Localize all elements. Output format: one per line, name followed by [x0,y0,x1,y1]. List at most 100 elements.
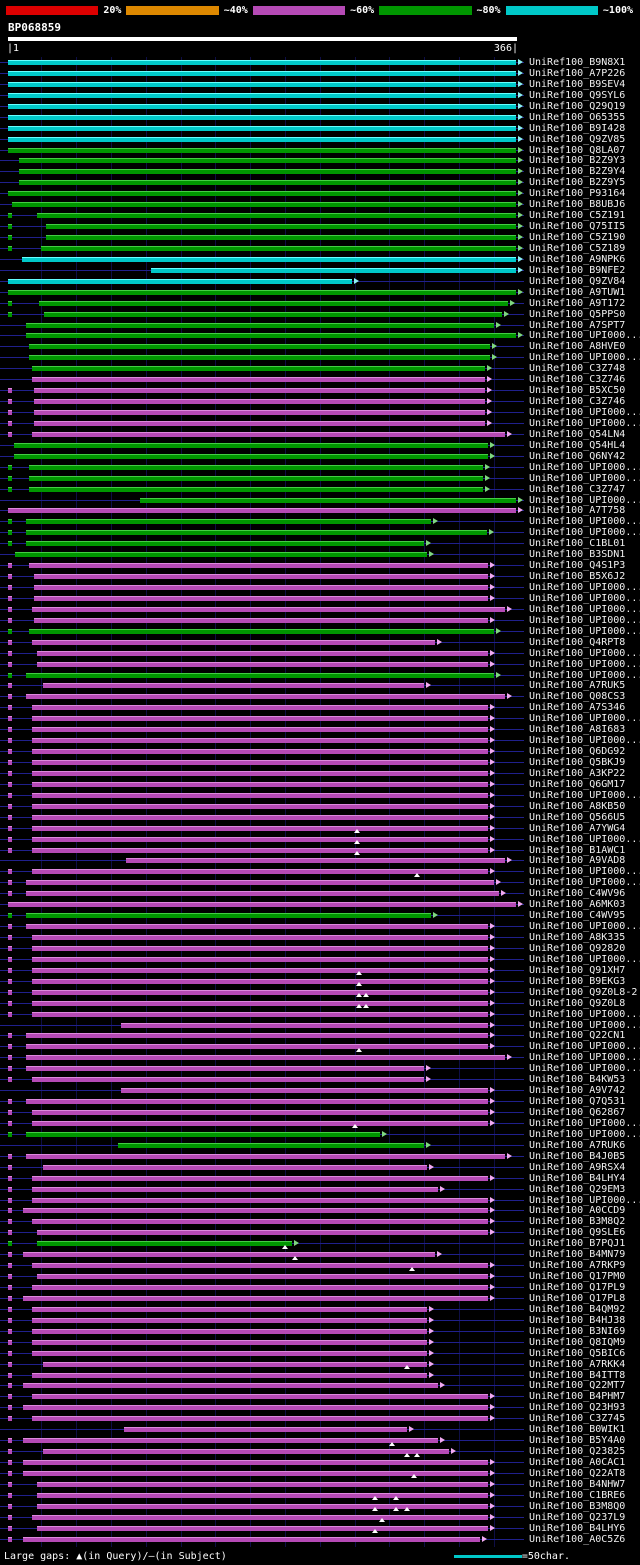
hit-bar[interactable] [31,1306,427,1312]
hit-bar[interactable] [8,278,352,284]
hit-label[interactable]: UniRef100_UPI000... [529,582,640,593]
hit-label[interactable]: UniRef100_UPI000... [529,625,640,637]
hit-bar[interactable] [8,574,13,580]
hit-bar[interactable] [45,235,516,240]
hit-label[interactable]: UniRef100_A9NPK6 [529,253,626,265]
hit-bar[interactable] [31,1416,489,1422]
hit-label[interactable]: UniRef100_Q566U5 [529,811,626,823]
hit-label[interactable]: UniRef100_B2Z9Y4 [529,166,626,178]
hit-bar[interactable] [8,114,516,120]
hit-bar[interactable] [26,880,494,886]
hit-bar[interactable] [31,978,489,984]
hit-bar[interactable] [8,639,13,645]
hit-bar[interactable] [8,617,13,623]
hit-label[interactable]: UniRef100_Q23H93 [529,1402,626,1414]
hit-bar[interactable] [19,169,516,175]
hit-bar[interactable] [13,453,489,459]
hit-label[interactable]: UniRef100_Q9Z0L8 [529,997,626,1009]
hit-bar[interactable] [28,344,490,350]
hit-bar[interactable] [23,1208,489,1214]
hit-bar[interactable] [8,1131,13,1137]
hit-bar[interactable] [26,924,489,930]
hit-label[interactable]: UniRef100_Q22AT8 [529,1467,626,1479]
hit-bar[interactable] [26,519,432,525]
hit-label[interactable]: UniRef100_UPI000... [529,1063,640,1075]
hit-label[interactable]: UniRef100_B5X6J2 [529,571,626,583]
hit-bar[interactable] [8,891,13,897]
hit-bar[interactable] [8,913,13,919]
hit-label[interactable]: UniRef100_Q22MT7 [529,1380,626,1392]
hit-bar[interactable] [31,1175,489,1181]
hit-bar[interactable] [8,814,13,820]
hit-label[interactable]: UniRef100_Q9ZV85 [529,133,626,145]
hit-bar[interactable] [31,1197,489,1203]
hit-bar[interactable] [8,683,13,689]
hit-bar[interactable] [8,70,516,76]
hit-bar[interactable] [8,1536,13,1542]
hit-bar[interactable] [28,475,483,481]
hit-bar[interactable] [8,508,516,514]
hit-label[interactable]: UniRef100_Q6NY42 [529,450,626,462]
hit-bar[interactable] [8,1492,13,1498]
hit-bar[interactable] [8,486,13,492]
hit-label[interactable]: UniRef100_Q91XH7 [529,964,626,976]
hit-label[interactable]: UniRef100_C5Z190 [529,232,626,243]
hit-bar[interactable] [42,1164,427,1170]
hit-label[interactable]: UniRef100_A0C5Z6 [529,1533,626,1545]
hit-label[interactable]: UniRef100_Q6DG92 [529,746,626,758]
hit-bar[interactable] [8,1110,13,1115]
hit-bar[interactable] [8,125,516,131]
hit-label[interactable]: UniRef100_C1BL01 [529,538,626,550]
hit-bar[interactable] [8,1383,13,1389]
hit-bar[interactable] [41,245,516,251]
hit-bar[interactable] [8,92,516,98]
hit-bar[interactable] [8,781,13,787]
hit-bar[interactable] [8,136,516,142]
hit-bar[interactable] [8,1066,13,1072]
hit-bar[interactable] [28,464,483,470]
hit-bar[interactable] [8,1449,13,1455]
hit-bar[interactable] [19,180,516,186]
hit-label[interactable]: UniRef100_C3Z748 [529,363,626,375]
hit-bar[interactable] [31,366,486,372]
hit-label[interactable]: UniRef100_Q17PL9 [529,1282,626,1293]
hit-bar[interactable] [8,989,13,995]
hit-label[interactable]: UniRef100_A7RUK6 [529,1139,626,1151]
hit-bar[interactable] [37,213,516,219]
hit-bar[interactable] [42,1449,450,1455]
hit-label[interactable]: UniRef100_UPI000... [529,713,640,725]
hit-label[interactable]: UniRef100_B5Y4A0 [529,1435,626,1447]
hit-bar[interactable] [8,825,13,831]
hit-label[interactable]: UniRef100_UPI000... [529,494,640,506]
hit-label[interactable]: UniRef100_UPI000... [529,592,640,604]
hit-bar[interactable] [23,1383,439,1389]
hit-label[interactable]: UniRef100_UPI000... [529,352,640,364]
hit-bar[interactable] [31,836,489,842]
hit-label[interactable]: UniRef100_B4NHW7 [529,1478,626,1490]
hit-label[interactable]: UniRef100_A7YWG4 [529,822,626,834]
hit-bar[interactable] [8,727,13,733]
hit-label[interactable]: UniRef100_Q5PPS0 [529,308,626,320]
hit-bar[interactable] [34,410,486,415]
hit-bar[interactable] [34,420,486,426]
hit-bar[interactable] [8,705,13,711]
hit-bar[interactable] [31,377,486,383]
hit-bar[interactable] [8,81,516,87]
hit-label[interactable]: UniRef100_B9N8X1 [529,57,626,68]
hit-bar[interactable] [8,1164,13,1170]
hit-label[interactable]: UniRef100_UPI000... [529,1194,640,1206]
hit-bar[interactable] [8,585,13,590]
hit-bar[interactable] [8,1120,13,1126]
hit-label[interactable]: UniRef100_C5Z189 [529,242,626,254]
hit-label[interactable]: UniRef100_A0CAC1 [529,1457,626,1468]
hit-label[interactable]: UniRef100_B9I428 [529,122,626,134]
hit-bar[interactable] [31,1077,425,1083]
hit-label[interactable]: UniRef100_Q237L9 [529,1511,626,1523]
hit-label[interactable]: UniRef100_P93164 [529,188,626,200]
hit-bar[interactable] [8,1175,13,1181]
hit-bar[interactable] [26,1044,489,1050]
hit-bar[interactable] [8,1438,13,1444]
hit-label[interactable]: UniRef100_Q7Q531 [529,1096,626,1108]
hit-bar[interactable] [8,836,13,842]
hit-bar[interactable] [8,935,13,940]
